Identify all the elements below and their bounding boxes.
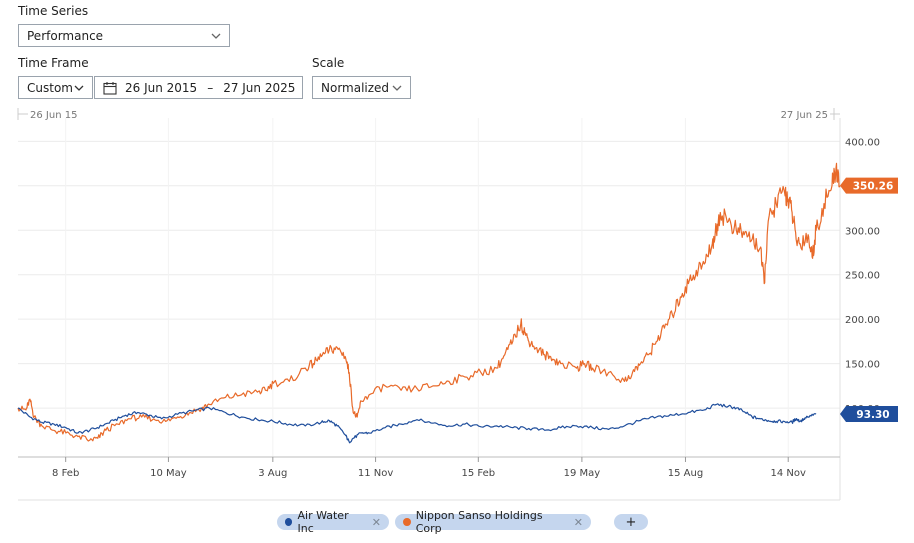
x-tick-label: 19 May <box>564 468 601 479</box>
scale-select[interactable]: Normalized <box>312 76 411 99</box>
y-tick-label: 400.00 <box>845 137 880 148</box>
date-to: 27 Jun 2025 <box>223 80 296 95</box>
date-range-input[interactable]: 26 Jun 2015 – 27 Jun 2025 <box>94 76 303 99</box>
y-tick-label: 250.00 <box>845 271 880 282</box>
range-bar[interactable]: 26 Jun 15 27 Jun 25 <box>17 108 840 121</box>
time-frame-label: Time Frame <box>18 56 89 70</box>
close-icon[interactable]: ✕ <box>371 515 381 529</box>
chevron-down-icon <box>211 33 221 39</box>
last-value-label: 93.30 <box>856 409 889 421</box>
last-value-tag-air-water: 93.30 <box>840 406 898 423</box>
y-tick-label: 300.00 <box>845 226 880 237</box>
time-frame-value: Custom <box>27 80 73 95</box>
date-separator: – <box>207 80 214 95</box>
last-value-label: 350.26 <box>853 181 894 193</box>
scale-value: Normalized <box>321 80 390 95</box>
close-icon[interactable]: ✕ <box>573 515 583 529</box>
legend-label: Air Water Inc <box>297 509 349 535</box>
time-series-value: Performance <box>27 28 104 43</box>
x-tick-label: 11 Nov <box>358 468 394 479</box>
date-from: 26 Jun 2015 <box>125 80 198 95</box>
time-series-label: Time Series <box>18 4 89 18</box>
x-tick-label: 10 May <box>150 468 187 479</box>
last-value-tag-nippon-sanso: 350.26 <box>840 177 898 194</box>
x-tick-label: 14 Nov <box>771 468 807 479</box>
x-tick-label: 15 Aug <box>668 468 703 479</box>
range-start-label: 26 Jun 15 <box>30 110 77 121</box>
x-tick-label: 3 Aug <box>258 468 287 479</box>
x-tick-label: 8 Feb <box>52 468 79 479</box>
series-dot-icon <box>403 518 411 526</box>
scale-label: Scale <box>312 56 345 70</box>
chevron-down-icon <box>74 85 84 91</box>
series-line-nippon-sanso <box>17 162 841 442</box>
performance-chart: 26 Jun 15 27 Jun 25 8 Feb 10 May 3 Aug 11 N… <box>17 108 898 501</box>
range-end-label: 27 Jun 25 <box>781 110 828 121</box>
series-line-air-water <box>17 403 817 444</box>
x-tick-label: 15 Feb <box>462 468 496 479</box>
legend-item-air-water[interactable]: Air Water Inc ✕ <box>277 509 389 535</box>
time-series-select[interactable]: Performance <box>18 24 230 47</box>
y-tick-label: 150.00 <box>845 360 880 371</box>
series-dot-icon <box>285 518 293 526</box>
calendar-icon <box>103 81 117 95</box>
chevron-down-icon <box>392 85 402 91</box>
y-tick-label: 200.00 <box>845 315 880 326</box>
legend-label: Nippon Sanso Holdings Corp <box>415 509 543 535</box>
legend-item-nippon-sanso[interactable]: Nippon Sanso Holdings Corp ✕ <box>395 509 591 535</box>
plus-icon: + <box>625 514 637 530</box>
time-frame-select[interactable]: Custom <box>18 76 93 99</box>
add-series-button[interactable]: + <box>614 514 648 530</box>
